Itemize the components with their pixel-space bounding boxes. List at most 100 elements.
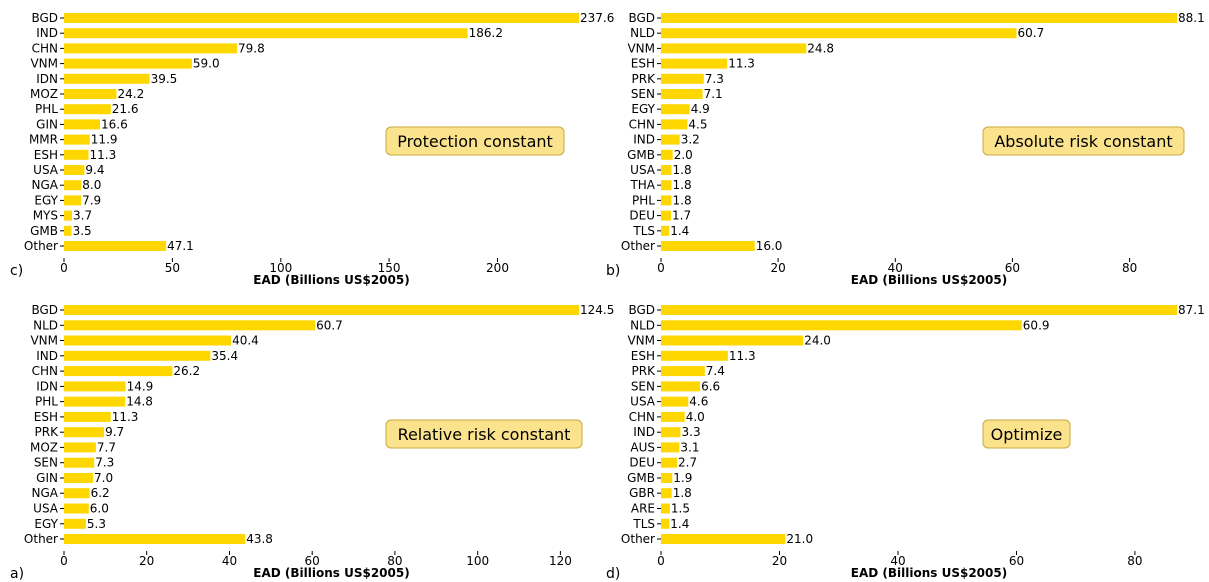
bar bbox=[64, 73, 150, 84]
x-tick-label: 50 bbox=[165, 261, 180, 275]
value-label: 11.3 bbox=[728, 57, 755, 71]
bar bbox=[64, 427, 105, 438]
value-label: 1.5 bbox=[671, 502, 690, 516]
value-label: 237.6 bbox=[580, 11, 614, 25]
x-tick-label: 0 bbox=[657, 554, 665, 568]
x-tick-label: 0 bbox=[60, 261, 68, 275]
value-label: 6.2 bbox=[91, 486, 110, 500]
annotation-box bbox=[385, 126, 565, 156]
value-label: 39.5 bbox=[151, 72, 178, 86]
value-label: 59.0 bbox=[193, 57, 220, 71]
bar bbox=[661, 225, 670, 236]
value-label: 3.5 bbox=[73, 224, 92, 238]
value-label: 1.8 bbox=[673, 178, 692, 192]
value-label: 5.3 bbox=[87, 517, 106, 531]
value-label: 3.2 bbox=[681, 133, 700, 147]
value-label: 7.4 bbox=[706, 364, 725, 378]
value-label: 7.3 bbox=[95, 456, 114, 470]
category-label: USA bbox=[630, 395, 656, 409]
bar bbox=[64, 350, 211, 361]
value-label: 6.6 bbox=[701, 379, 720, 393]
category-label: BGD bbox=[628, 11, 655, 25]
bar bbox=[64, 518, 86, 529]
category-label: VNM bbox=[627, 334, 655, 348]
x-tick-label: 80 bbox=[387, 554, 402, 568]
value-label: 9.7 bbox=[105, 425, 124, 439]
x-tick-label: 0 bbox=[60, 554, 68, 568]
category-label: IND bbox=[36, 349, 58, 363]
category-label: EGY bbox=[34, 193, 58, 207]
chart-panel-2: BGD 88.1 NLD 60.7 VNM 24.8 ESH 11.3 PRK 7.3 SEN 7.1… bbox=[606, 11, 1205, 287]
x-tick-label: 20 bbox=[770, 261, 785, 275]
category-label: GIN bbox=[36, 471, 58, 485]
category-label: MOZ bbox=[30, 87, 58, 101]
annotation-box bbox=[982, 419, 1071, 449]
category-label: Other bbox=[24, 532, 58, 546]
bar bbox=[661, 104, 690, 115]
bar bbox=[661, 411, 685, 422]
bar bbox=[661, 210, 671, 221]
category-label: PRK bbox=[632, 364, 657, 378]
bar bbox=[661, 427, 681, 438]
chart-panel-1: BGD 237.6 IND 186.2 CHN 79.8 VNM 59.0 IDN 39.5 MOZ… bbox=[10, 11, 614, 287]
category-label: PRK bbox=[35, 425, 60, 439]
category-label: PRK bbox=[632, 72, 657, 86]
x-tick-label: 120 bbox=[549, 554, 572, 568]
x-tick-label: 0 bbox=[657, 261, 665, 275]
category-label: VNM bbox=[627, 41, 655, 55]
x-tick-label: 200 bbox=[486, 261, 509, 275]
category-label: SEN bbox=[631, 379, 655, 393]
value-label: 6.0 bbox=[90, 502, 109, 516]
value-label: 16.6 bbox=[101, 117, 128, 131]
category-label: MOZ bbox=[30, 440, 58, 454]
bar bbox=[661, 195, 672, 206]
category-label: Other bbox=[621, 532, 655, 546]
value-label: 7.7 bbox=[97, 440, 116, 454]
x-tick-label: 20 bbox=[139, 554, 154, 568]
category-label: ARE bbox=[631, 502, 655, 516]
bar bbox=[661, 241, 755, 251]
bar bbox=[64, 210, 72, 221]
category-label: AUS bbox=[630, 440, 655, 454]
x-tick-label: 80 bbox=[1122, 261, 1137, 275]
value-label: 26.2 bbox=[173, 364, 200, 378]
value-label: 7.1 bbox=[704, 87, 723, 101]
category-label: CHN bbox=[629, 410, 655, 424]
category-label: IND bbox=[633, 425, 655, 439]
bar bbox=[661, 89, 703, 99]
bar bbox=[64, 180, 82, 191]
category-label: ESH bbox=[631, 57, 655, 71]
category-label: NLD bbox=[630, 318, 655, 332]
category-label: ESH bbox=[631, 349, 655, 363]
value-label: 1.8 bbox=[673, 486, 692, 500]
value-label: 3.1 bbox=[680, 440, 699, 454]
value-label: 1.7 bbox=[672, 209, 691, 223]
x-axis-label: EAD (Billions US$2005) bbox=[253, 566, 409, 580]
value-label: 4.5 bbox=[688, 117, 707, 131]
category-label: USA bbox=[33, 502, 59, 516]
bar bbox=[661, 457, 677, 468]
category-label: DEU bbox=[629, 209, 655, 223]
x-tick-label: 100 bbox=[269, 261, 292, 275]
value-label: 8.0 bbox=[82, 178, 101, 192]
bar bbox=[661, 119, 688, 130]
value-label: 1.8 bbox=[673, 193, 692, 207]
bar bbox=[661, 381, 701, 392]
annotation-text: Relative risk constant bbox=[398, 425, 571, 444]
annotation-text: Optimize bbox=[991, 425, 1063, 444]
bar bbox=[64, 134, 90, 145]
value-label: 3.3 bbox=[682, 425, 701, 439]
bar bbox=[64, 225, 72, 236]
bar bbox=[661, 305, 1177, 315]
category-label: CHN bbox=[32, 41, 58, 55]
panel-label: a) bbox=[10, 566, 24, 582]
category-label: BGD bbox=[628, 303, 655, 317]
x-axis-label: EAD (Billions US$2005) bbox=[851, 273, 1007, 287]
category-label: SEN bbox=[631, 87, 655, 101]
category-label: ESH bbox=[34, 148, 58, 162]
bar bbox=[661, 13, 1177, 23]
category-label: MMR bbox=[29, 133, 58, 147]
bar bbox=[64, 43, 237, 54]
value-label: 3.7 bbox=[73, 209, 92, 223]
category-label: ESH bbox=[34, 410, 58, 424]
